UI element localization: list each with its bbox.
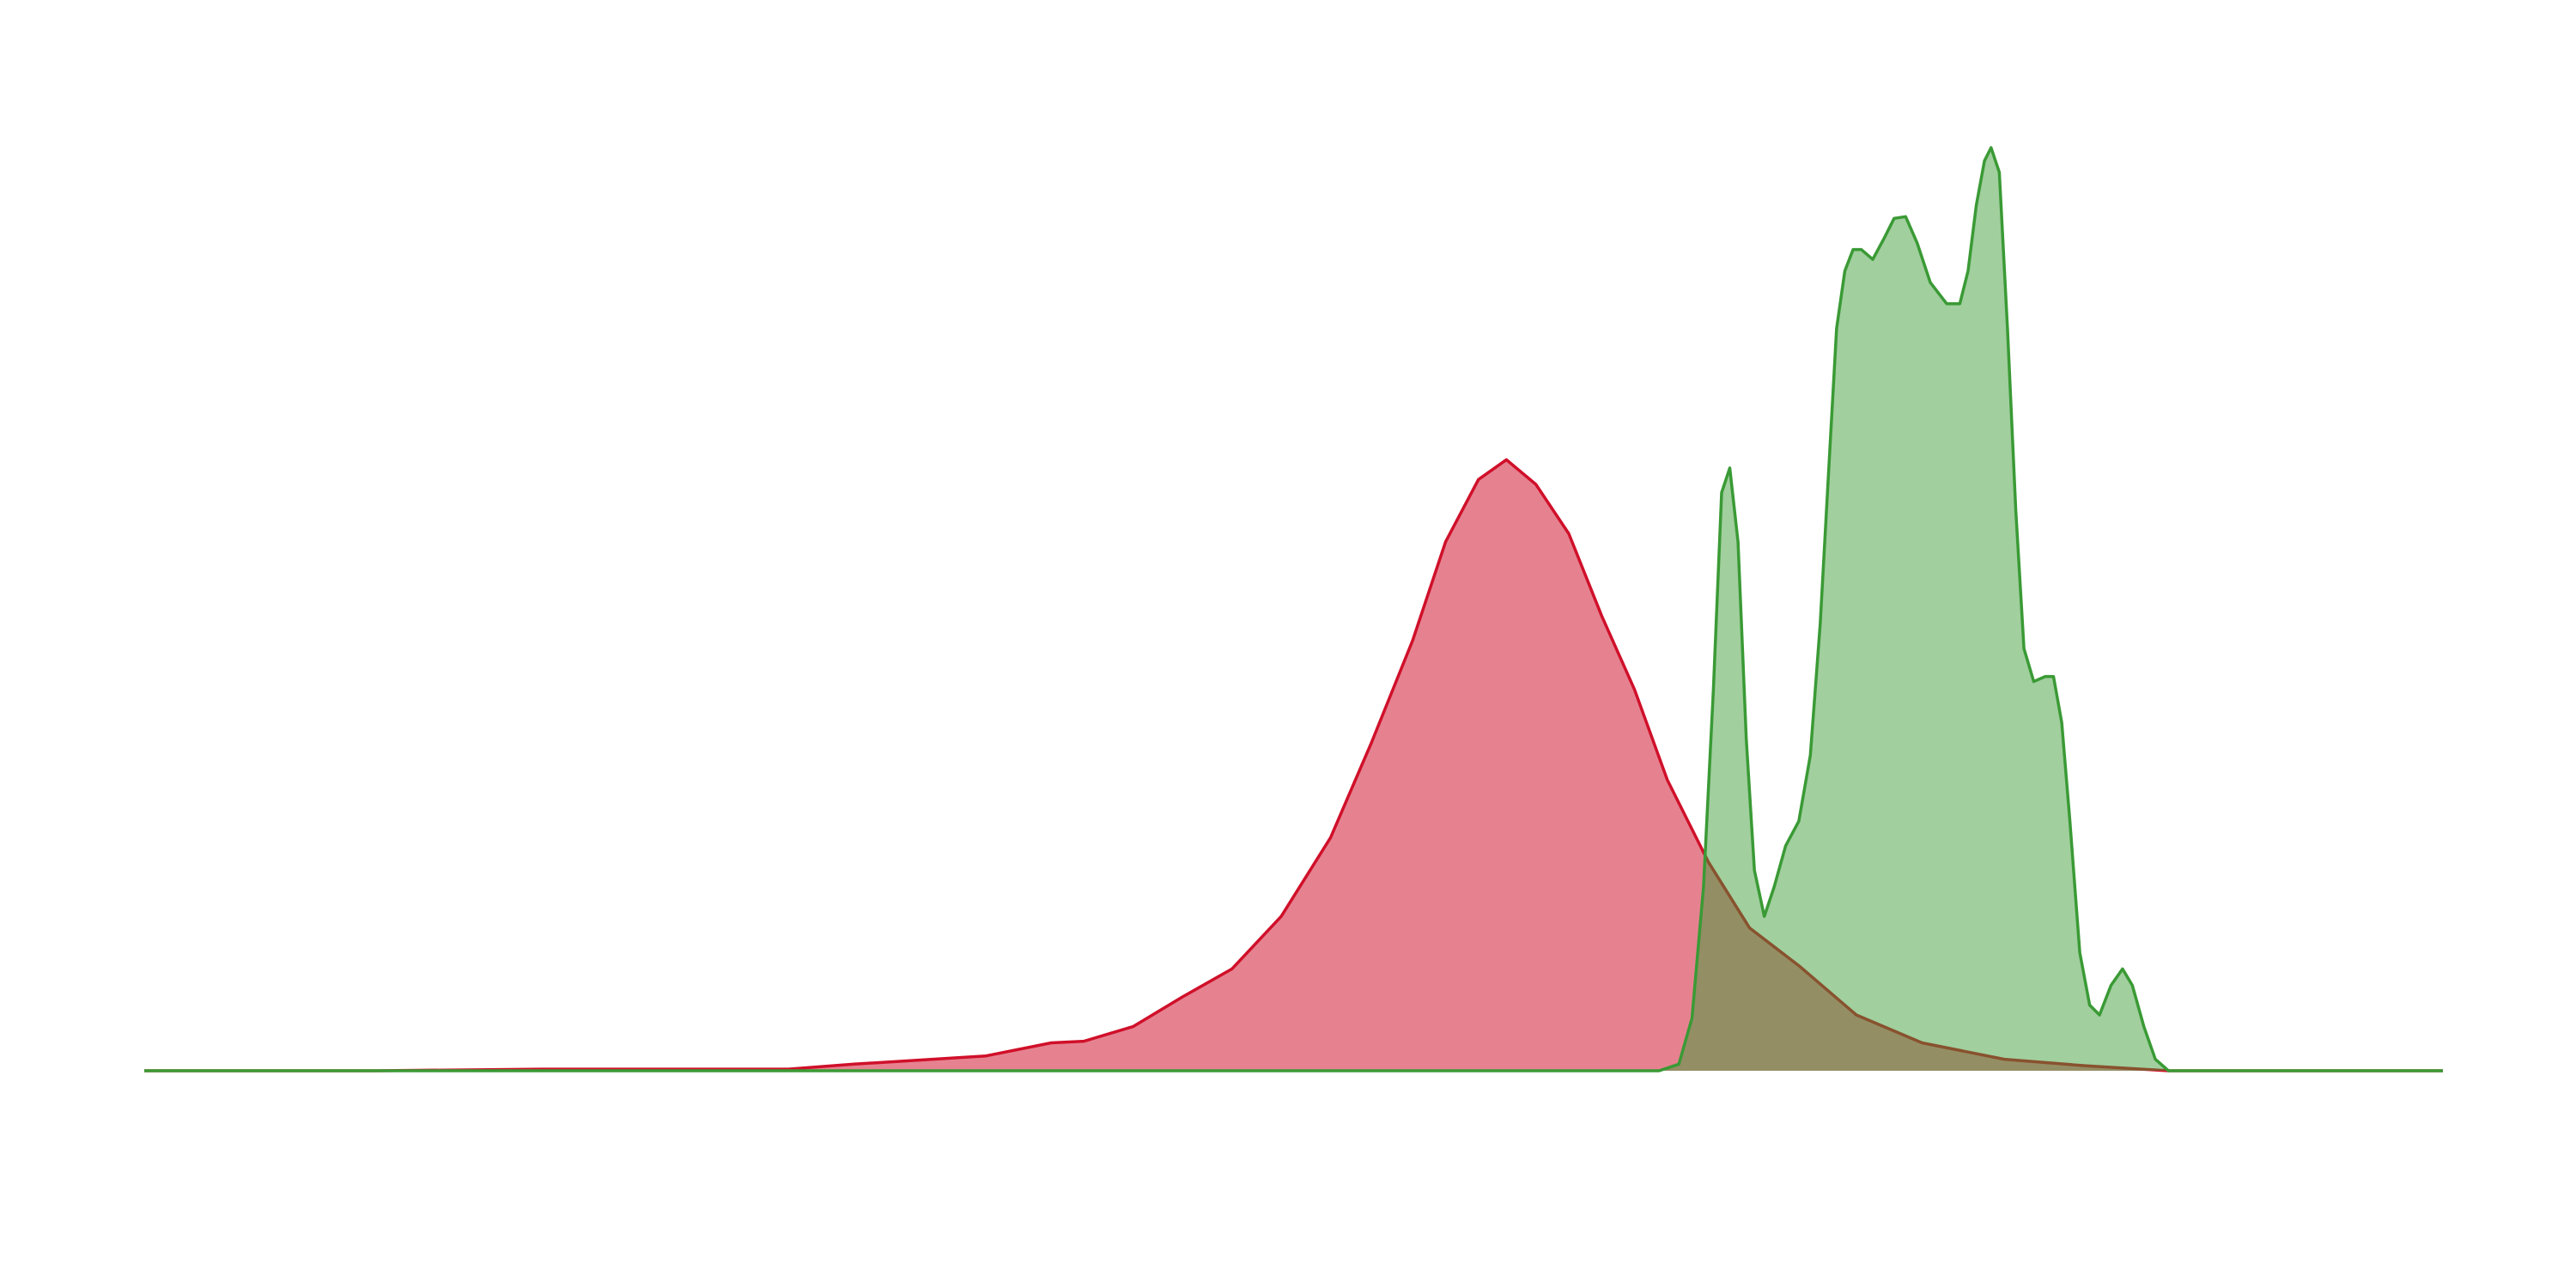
area-fill bbox=[144, 148, 2443, 1071]
area-line bbox=[144, 458, 2443, 1072]
area-line bbox=[144, 146, 2443, 1072]
area-fill bbox=[144, 459, 2443, 1071]
